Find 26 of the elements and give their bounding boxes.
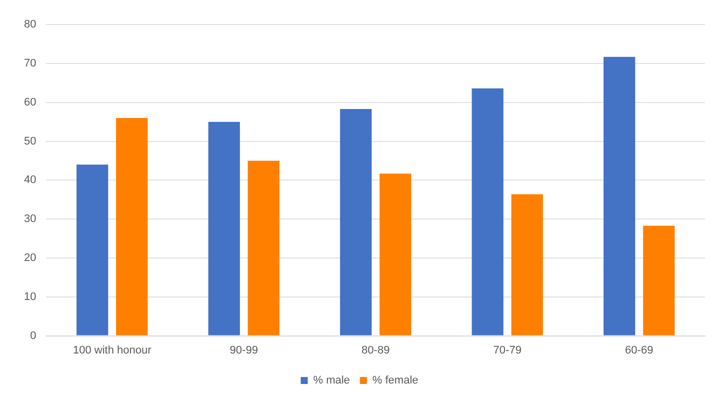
bar [604, 56, 636, 336]
y-tick-label: 70 [24, 58, 36, 70]
x-tick-label: 60-69 [625, 344, 654, 356]
bar [248, 160, 280, 336]
bar [208, 122, 240, 336]
x-tick-label: 100 with honour [72, 344, 152, 356]
y-tick-label: 80 [24, 18, 36, 31]
y-tick-label: 50 [24, 135, 36, 148]
x-tick-label: 70-79 [493, 344, 522, 356]
bar [511, 194, 543, 336]
y-tick-label: 30 [24, 213, 36, 226]
bar [643, 226, 675, 336]
bar [116, 118, 148, 336]
legend-label: % male [313, 374, 350, 387]
legend-label: % female [372, 374, 418, 387]
y-tick-label: 40 [24, 174, 36, 186]
y-tick-label: 10 [24, 290, 36, 303]
bar [340, 109, 372, 336]
x-tick-label: 80-89 [362, 344, 390, 356]
x-tick-label: 90-99 [230, 344, 258, 356]
bar [76, 164, 108, 336]
bar [380, 174, 412, 336]
bar [472, 88, 504, 336]
y-tick-label: 20 [24, 252, 36, 264]
y-tick-label: 0 [30, 330, 36, 342]
y-tick-label: 60 [24, 96, 36, 108]
